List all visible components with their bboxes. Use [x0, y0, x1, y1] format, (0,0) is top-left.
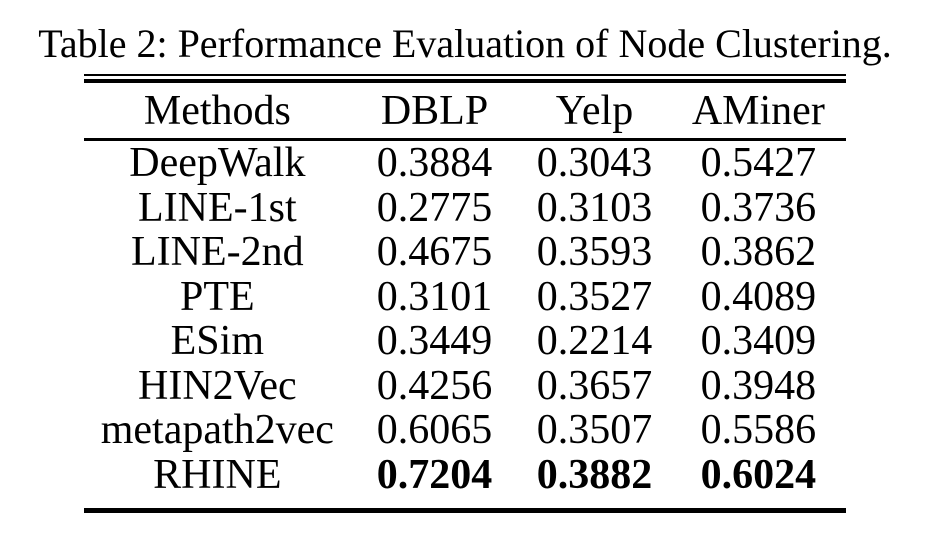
bottom-rule — [84, 508, 846, 513]
method-cell: metapath2vec — [100, 407, 334, 454]
value-cell: 0.3948 — [700, 362, 817, 409]
value-cell: 0.6065 — [376, 407, 493, 454]
value-cell: 0.3736 — [700, 184, 817, 231]
table-caption: Table 2: Performance Evaluation of Node … — [38, 21, 892, 66]
value-cell: 0.4256 — [376, 362, 493, 409]
header-rule — [84, 138, 846, 141]
table-row: ESim 0.3449 0.2214 0.3409 — [84, 319, 846, 364]
method-cell: LINE-1st — [138, 184, 297, 231]
value-cell: 0.5586 — [700, 407, 817, 454]
value-cell: 0.3449 — [376, 318, 493, 365]
table-row: metapath2vec 0.6065 0.3507 0.5586 — [84, 408, 846, 453]
value-cell: 0.7204 — [376, 451, 493, 498]
method-cell: ESim — [170, 318, 265, 365]
value-cell: 0.2775 — [376, 184, 493, 231]
table-row: LINE-2nd 0.4675 0.3593 0.3862 — [84, 230, 846, 275]
value-cell: 0.3507 — [536, 407, 653, 454]
value-cell: 0.3862 — [700, 229, 817, 276]
table-row: HIN2Vec 0.4256 0.3657 0.3948 — [84, 364, 846, 409]
value-cell: 0.5427 — [700, 140, 817, 187]
table-row: LINE-1st 0.2775 0.3103 0.3736 — [84, 186, 846, 231]
value-cell: 0.3043 — [536, 140, 653, 187]
table-header-row: Methods DBLP Yelp AMiner — [84, 83, 846, 138]
column-header-dblp: DBLP — [380, 87, 489, 134]
value-cell: 0.3882 — [536, 451, 653, 498]
top-double-rule — [84, 74, 846, 83]
method-cell: HIN2Vec — [138, 362, 297, 409]
value-cell: 0.3101 — [376, 273, 493, 320]
results-table: Methods DBLP Yelp AMiner DeepWalk 0.3884… — [84, 74, 846, 513]
value-cell: 0.3657 — [536, 362, 653, 409]
table-bottom-spacer — [84, 497, 846, 508]
table-row: PTE 0.3101 0.3527 0.4089 — [84, 275, 846, 320]
value-cell: 0.3103 — [536, 184, 653, 231]
table-row: DeepWalk 0.3884 0.3043 0.5427 — [84, 141, 846, 186]
column-header-yelp: Yelp — [555, 87, 634, 134]
table-row: RHINE 0.7204 0.3882 0.6024 — [84, 453, 846, 498]
method-cell: PTE — [180, 273, 255, 320]
method-cell: RHINE — [153, 451, 282, 498]
value-cell: 0.4675 — [376, 229, 493, 276]
column-header-methods: Methods — [143, 87, 291, 134]
value-cell: 0.4089 — [700, 273, 817, 320]
value-cell: 0.3527 — [536, 273, 653, 320]
value-cell: 0.3593 — [536, 229, 653, 276]
value-cell: 0.3409 — [700, 318, 817, 365]
column-header-aminer: AMiner — [691, 87, 825, 134]
value-cell: 0.3884 — [376, 140, 493, 187]
value-cell: 0.6024 — [700, 451, 817, 498]
value-cell: 0.2214 — [536, 318, 653, 365]
method-cell: LINE-2nd — [131, 229, 304, 276]
method-cell: DeepWalk — [129, 140, 306, 187]
